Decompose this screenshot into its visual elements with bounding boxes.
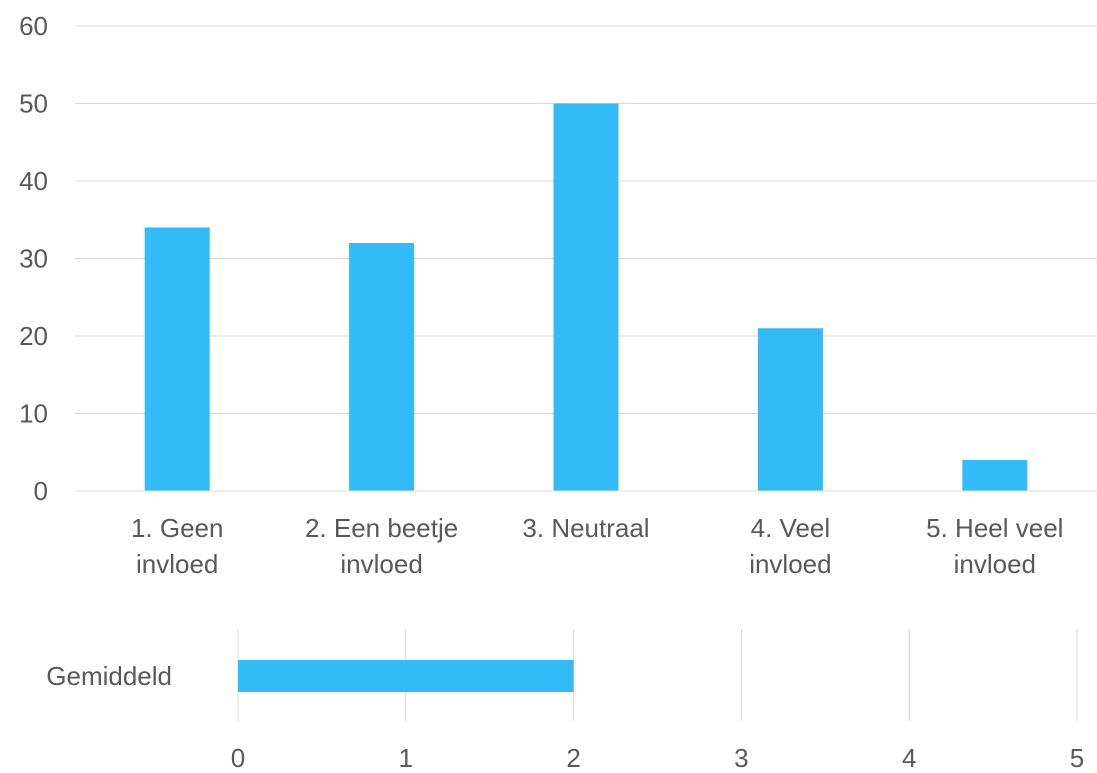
x-tick-label: 1 [399,743,413,773]
x-axis-tick-labels: 0 1 2 3 4 5 [231,743,1084,773]
x-tick-label: 2 [566,743,580,773]
bar [962,460,1028,491]
bar [144,227,210,491]
x-tick-label: 0 [231,743,245,773]
average-bar [238,660,574,692]
y-tick-label: 20 [19,321,48,351]
x-tick-label: 4 [902,743,916,773]
x-axis-category-labels: 1. Geen invloed 2. Een beetje invloed 3. Neu… [131,513,1064,579]
x-tick-label: 3 [734,743,748,773]
y-axis-category-labels: Gemiddeld [46,661,172,691]
y-tick-label: 50 [19,89,48,119]
x-category-label: invloed [136,549,218,579]
y-axis-tick-labels: 0 10 20 30 40 50 60 [19,11,48,506]
x-category-label: 1. Geen [131,513,224,543]
y-tick-label: 60 [19,11,48,41]
x-category-label: 3. Neutraal [522,513,649,543]
y-tick-label: 40 [19,166,48,196]
x-category-label: 4. Veel [751,513,831,543]
x-category-label: invloed [954,549,1036,579]
column-chart: 0 10 20 30 40 50 60 1. Geen invloed 2. Een beetj… [19,11,1097,579]
bar [553,103,619,491]
average-bar-chart: Gemiddeld 0 1 2 3 4 5 [46,629,1084,773]
y-tick-label: 0 [34,476,48,506]
bar [349,243,415,491]
y-tick-label: 30 [19,244,48,274]
bars [144,103,1028,491]
y-tick-label: 10 [19,399,48,429]
bar [757,328,823,491]
average-bars [238,660,574,692]
x-tick-label: 5 [1070,743,1084,773]
x-category-label: invloed [749,549,831,579]
average-category-label: Gemiddeld [46,661,172,691]
x-category-label: invloed [340,549,422,579]
x-category-label: 5. Heel veel [926,513,1063,543]
x-category-label: 2. Een beetje [305,513,458,543]
